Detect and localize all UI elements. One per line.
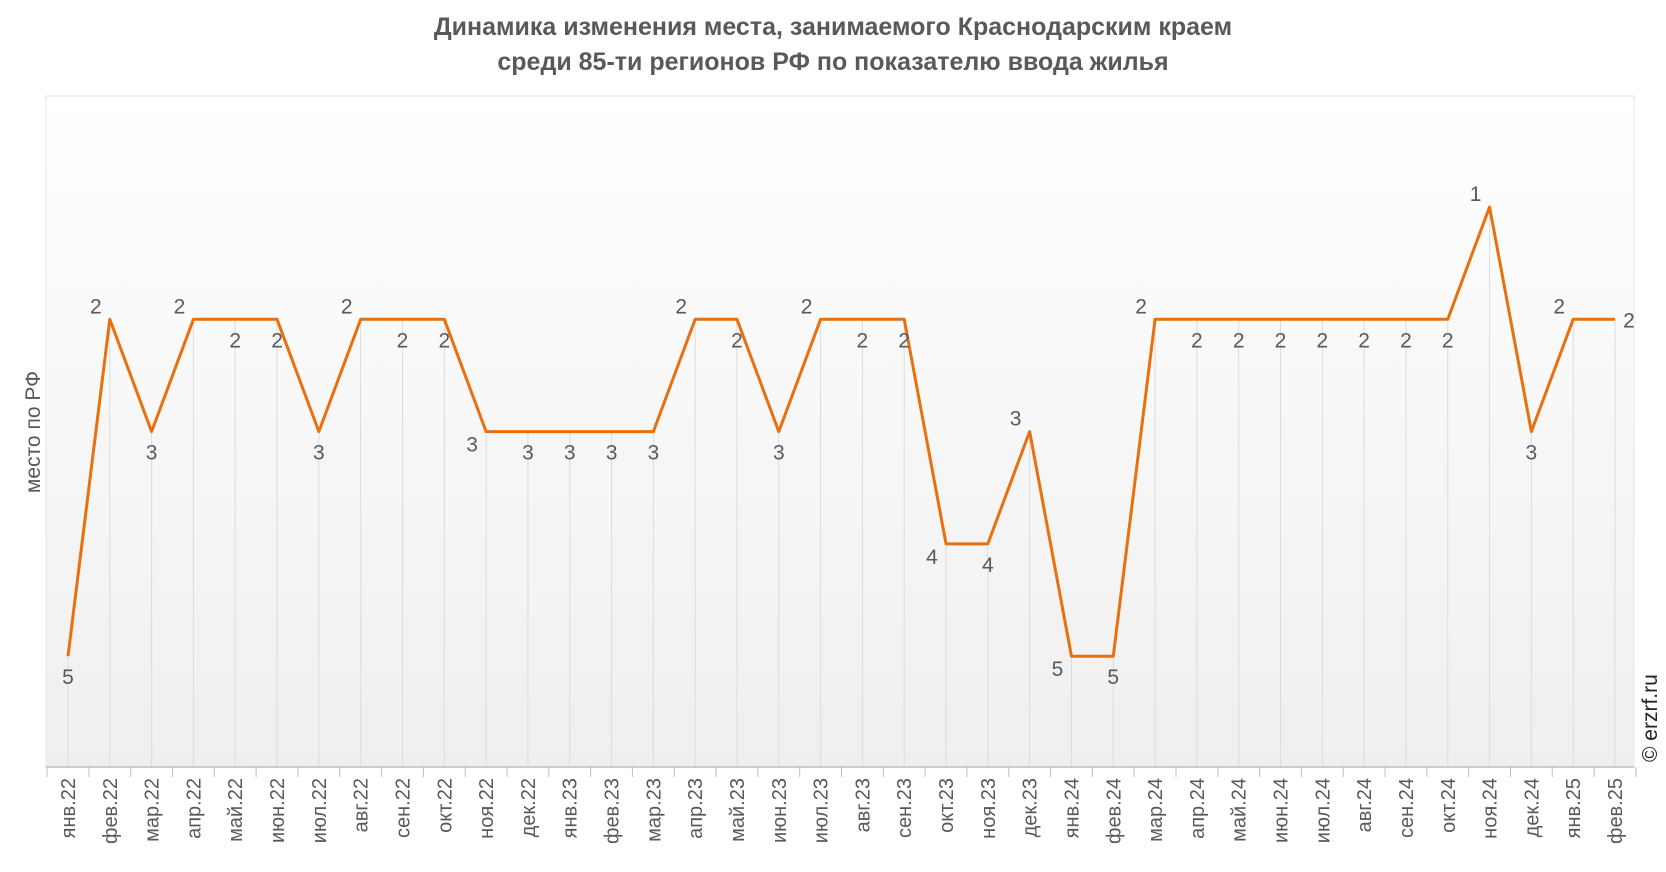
x-tick-label: июл.22 xyxy=(309,778,331,843)
x-tick-label: дек.23 xyxy=(1020,778,1042,837)
x-tick-label: июн.24 xyxy=(1271,778,1293,843)
data-label: 5 xyxy=(1107,666,1119,689)
x-tick-label: фев.22 xyxy=(100,778,122,844)
x-tick-label: дек.22 xyxy=(518,778,540,837)
data-label: 3 xyxy=(564,442,576,465)
chart-title: Динамика изменения места, занимаемого Кр… xyxy=(0,10,1666,80)
x-tick-label: мар.22 xyxy=(142,778,164,842)
data-label: 3 xyxy=(606,442,618,465)
data-label: 4 xyxy=(926,546,938,569)
x-tick-label: май.23 xyxy=(727,778,749,842)
x-tick-label: апр.24 xyxy=(1187,778,1209,839)
data-label: 2 xyxy=(675,295,687,318)
data-label: 3 xyxy=(146,442,158,465)
data-label: 1 xyxy=(1470,183,1482,206)
x-tick-label: май.22 xyxy=(225,778,247,842)
x-tick-label: июл.23 xyxy=(811,778,833,843)
data-label: 2 xyxy=(1233,329,1245,352)
x-tick-label: янв.24 xyxy=(1061,778,1083,838)
x-tick-label: авг.24 xyxy=(1354,778,1376,832)
data-label: 2 xyxy=(438,329,450,352)
x-tick-label: ноя.24 xyxy=(1480,778,1502,839)
data-label: 2 xyxy=(1400,329,1412,352)
x-tick-label: мар.23 xyxy=(643,778,665,842)
x-tick-label: янв.22 xyxy=(58,778,80,838)
x-tick-label: фев.24 xyxy=(1103,778,1125,844)
x-tick-label: фев.25 xyxy=(1605,778,1627,844)
y-axis-title: место по РФ xyxy=(22,371,45,493)
data-label: 2 xyxy=(229,329,241,352)
x-tick-label: сен.22 xyxy=(392,778,414,838)
watermark: © erzrf.ru xyxy=(1639,674,1662,762)
data-label: 3 xyxy=(313,442,325,465)
x-tick-label: авг.23 xyxy=(852,778,874,832)
data-label: 3 xyxy=(1526,442,1538,465)
x-tick-label: июн.23 xyxy=(769,778,791,843)
plot-area xyxy=(45,95,1635,768)
data-label: 5 xyxy=(62,666,74,689)
data-label: 2 xyxy=(1135,295,1147,318)
data-label: 2 xyxy=(801,295,813,318)
data-label: 2 xyxy=(857,329,869,352)
x-tick-label: май.24 xyxy=(1229,778,1251,842)
x-tick-label: сен.23 xyxy=(894,778,916,838)
data-label: 2 xyxy=(1553,295,1565,318)
data-label: 3 xyxy=(648,442,660,465)
x-tick-label: сен.24 xyxy=(1396,778,1418,838)
data-label: 2 xyxy=(397,329,409,352)
x-tick-label: июл.24 xyxy=(1312,778,1334,843)
data-label: 2 xyxy=(174,295,186,318)
data-label: 2 xyxy=(898,329,910,352)
x-tick-label: ноя.22 xyxy=(476,778,498,839)
data-label: 2 xyxy=(90,295,102,318)
x-tick-label: окт.24 xyxy=(1438,778,1460,833)
data-label: 2 xyxy=(731,329,743,352)
x-tick-label: апр.22 xyxy=(183,778,205,839)
x-tick-label: апр.23 xyxy=(685,778,707,839)
chart-title-line1: Динамика изменения места, занимаемого Кр… xyxy=(433,13,1233,41)
x-tick-label: дек.24 xyxy=(1521,778,1543,837)
x-tick-label: янв.23 xyxy=(560,778,582,838)
data-label: 2 xyxy=(1316,329,1328,352)
data-label: 2 xyxy=(1191,329,1203,352)
series-line xyxy=(66,205,1615,658)
data-label: 2 xyxy=(1275,329,1287,352)
data-label: 3 xyxy=(1010,408,1022,431)
x-tick-label: ноя.23 xyxy=(978,778,1000,839)
x-tick-label: янв.25 xyxy=(1563,778,1585,838)
chart-title-line2: среди 85-ти регионов РФ по показателю вв… xyxy=(497,48,1169,76)
data-label: 5 xyxy=(1052,658,1064,681)
x-tick-label: окт.23 xyxy=(936,778,958,833)
data-label: 3 xyxy=(522,442,534,465)
data-label: 4 xyxy=(982,554,994,577)
data-label: 2 xyxy=(1358,329,1370,352)
data-label: 2 xyxy=(1442,329,1454,352)
x-tick-label: июн.22 xyxy=(267,778,289,843)
data-label: 2 xyxy=(271,329,283,352)
data-label: 3 xyxy=(773,442,785,465)
x-tick-label: мар.24 xyxy=(1145,778,1167,842)
x-tick-label: авг.22 xyxy=(351,778,373,832)
x-tick-label: окт.22 xyxy=(434,778,456,833)
data-label: 2 xyxy=(1623,309,1635,332)
x-tick-label: фев.23 xyxy=(602,778,624,844)
data-label: 2 xyxy=(341,295,353,318)
data-label: 3 xyxy=(466,434,478,457)
